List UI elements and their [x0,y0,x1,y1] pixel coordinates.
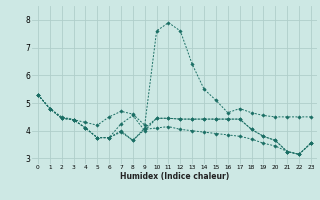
X-axis label: Humidex (Indice chaleur): Humidex (Indice chaleur) [120,172,229,181]
